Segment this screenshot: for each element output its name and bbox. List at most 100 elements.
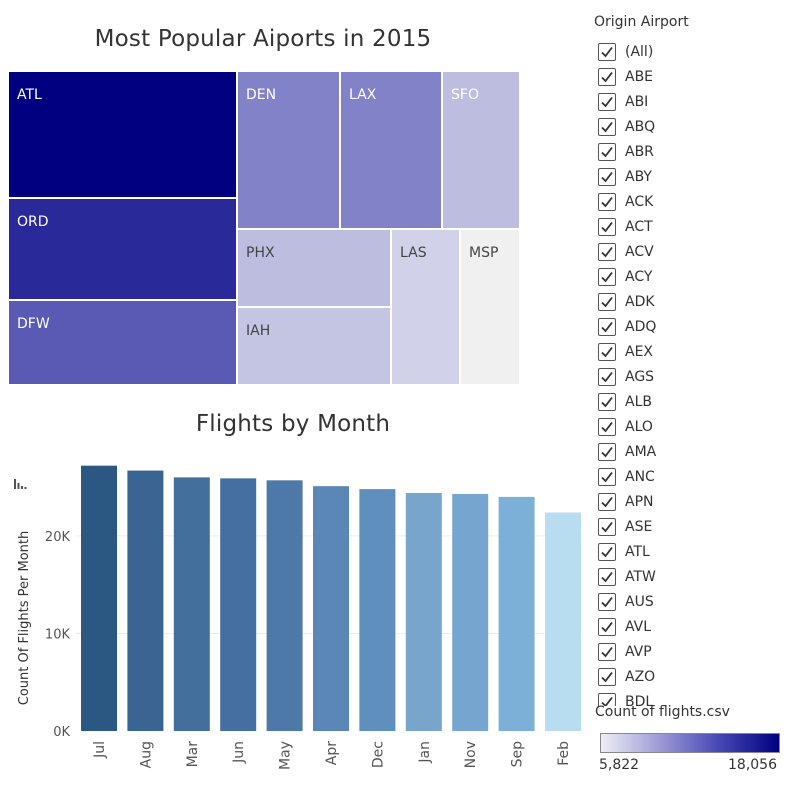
checkbox-checked-icon[interactable] bbox=[598, 42, 616, 61]
filter-item-label: ABI bbox=[625, 93, 649, 110]
tile-label: ORD bbox=[17, 214, 49, 230]
filter-item-label: AUS bbox=[625, 593, 654, 610]
checkbox-checked-icon[interactable] bbox=[598, 467, 616, 486]
bar-nov[interactable] bbox=[452, 493, 489, 731]
filter-item[interactable]: AGS bbox=[598, 364, 788, 389]
checkbox-checked-icon[interactable] bbox=[598, 317, 616, 336]
checkbox-checked-icon[interactable] bbox=[598, 592, 616, 611]
filter-item[interactable]: ADK bbox=[598, 289, 788, 314]
filter-item[interactable]: APN bbox=[598, 489, 788, 514]
bar-apr[interactable] bbox=[313, 486, 349, 731]
filter-item-label: AVP bbox=[625, 643, 652, 660]
checkbox-checked-icon[interactable] bbox=[598, 542, 616, 561]
filter-item[interactable]: ABR bbox=[598, 139, 788, 164]
filter-item[interactable]: AMA bbox=[598, 439, 788, 464]
filter-item[interactable]: ALB bbox=[598, 389, 788, 414]
tile-ord[interactable]: ORD bbox=[8, 198, 237, 300]
x-tick-label: Mar bbox=[185, 741, 201, 768]
filter-item[interactable]: AVP bbox=[598, 639, 788, 664]
filter-item[interactable]: ASE bbox=[598, 514, 788, 539]
y-axis-label: Count Of Flights Per Month bbox=[17, 531, 32, 705]
checkbox-checked-icon[interactable] bbox=[598, 142, 616, 161]
checkbox-checked-icon[interactable] bbox=[598, 242, 616, 261]
y-tick-label: 20K bbox=[45, 530, 71, 545]
checkbox-checked-icon[interactable] bbox=[598, 92, 616, 111]
filter-item-label: AEX bbox=[625, 343, 654, 360]
filter-item[interactable]: ACT bbox=[598, 214, 788, 239]
tile-label: MSP bbox=[469, 245, 499, 261]
tile-lax[interactable]: LAX bbox=[340, 71, 442, 229]
treemap-title: Most Popular Aiports in 2015 bbox=[94, 26, 432, 52]
tile-label: DFW bbox=[17, 316, 50, 332]
checkbox-checked-icon[interactable] bbox=[598, 167, 616, 186]
checkbox-checked-icon[interactable] bbox=[598, 392, 616, 411]
checkbox-checked-icon[interactable] bbox=[598, 417, 616, 436]
tile-den[interactable]: DEN bbox=[237, 71, 340, 229]
tile-msp[interactable]: MSP bbox=[460, 229, 520, 385]
filter-item[interactable]: AVL bbox=[598, 614, 788, 639]
tile-iah[interactable]: IAH bbox=[237, 307, 391, 385]
filter-item-label: ACY bbox=[625, 268, 653, 285]
checkbox-checked-icon[interactable] bbox=[598, 667, 616, 686]
checkbox-checked-icon[interactable] bbox=[598, 117, 616, 136]
filter-item[interactable]: ACY bbox=[598, 264, 788, 289]
color-legend: Count of flights.csv 5,822 18,056 bbox=[595, 704, 785, 773]
checkbox-checked-icon[interactable] bbox=[598, 292, 616, 311]
filter-item[interactable]: ABI bbox=[598, 89, 788, 114]
filter-item[interactable]: (All) bbox=[598, 39, 788, 64]
filter-item[interactable]: ABE bbox=[598, 64, 788, 89]
filter-item[interactable]: AUS bbox=[598, 589, 788, 614]
filter-item-label: BDL bbox=[625, 693, 654, 707]
filter-item[interactable]: AZO bbox=[598, 664, 788, 689]
tile-atl[interactable]: ATL bbox=[8, 71, 237, 198]
bar-may[interactable] bbox=[266, 480, 303, 731]
filter-item[interactable]: ANC bbox=[598, 464, 788, 489]
checkbox-checked-icon[interactable] bbox=[598, 517, 616, 536]
bar-jun[interactable] bbox=[220, 478, 257, 731]
tile-dfw[interactable]: DFW bbox=[8, 300, 237, 385]
bar-jan[interactable] bbox=[405, 492, 442, 731]
x-tick-label: May bbox=[278, 741, 294, 770]
checkbox-checked-icon[interactable] bbox=[598, 642, 616, 661]
filter-item[interactable]: ALO bbox=[598, 414, 788, 439]
filter-item[interactable]: BDL bbox=[598, 689, 788, 706]
y-tick-label: 10K bbox=[45, 627, 71, 642]
checkbox-checked-icon[interactable] bbox=[598, 367, 616, 386]
bar-aug[interactable] bbox=[127, 470, 164, 731]
tile-sfo[interactable]: SFO bbox=[442, 71, 520, 229]
filter-item[interactable]: ATW bbox=[598, 564, 788, 589]
legend-max-label: 18,056 bbox=[728, 757, 777, 773]
checkbox-checked-icon[interactable] bbox=[598, 567, 616, 586]
checkbox-checked-icon[interactable] bbox=[598, 692, 616, 706]
checkbox-checked-icon[interactable] bbox=[598, 342, 616, 361]
bar-feb[interactable] bbox=[545, 512, 581, 731]
checkbox-checked-icon[interactable] bbox=[598, 492, 616, 511]
bar-jul[interactable] bbox=[81, 465, 117, 731]
filter-item-label: ATW bbox=[625, 568, 656, 585]
x-tick-label: Nov bbox=[463, 741, 479, 768]
x-tick-label: Jun bbox=[231, 741, 247, 764]
bar-dec[interactable] bbox=[359, 489, 396, 731]
tile-las[interactable]: LAS bbox=[391, 229, 460, 385]
filter-item[interactable]: ATL bbox=[598, 539, 788, 564]
axis-menu-icon[interactable] bbox=[14, 479, 27, 489]
bar-mar[interactable] bbox=[173, 477, 210, 731]
checkbox-checked-icon[interactable] bbox=[598, 267, 616, 286]
tile-phx[interactable]: PHX bbox=[237, 229, 391, 307]
tile-label: LAX bbox=[349, 87, 377, 103]
filter-item-label: APN bbox=[625, 493, 654, 510]
filter-item[interactable]: ABQ bbox=[598, 114, 788, 139]
checkbox-checked-icon[interactable] bbox=[598, 217, 616, 236]
checkbox-checked-icon[interactable] bbox=[598, 192, 616, 211]
filter-list[interactable]: (All) ABE ABI ABQ ABR ABY ACK ACT ACV ACY ADK ADQ AE… bbox=[598, 39, 788, 706]
tile-label: PHX bbox=[246, 245, 275, 261]
filter-item[interactable]: AEX bbox=[598, 339, 788, 364]
checkbox-checked-icon[interactable] bbox=[598, 67, 616, 86]
checkbox-checked-icon[interactable] bbox=[598, 617, 616, 636]
filter-item[interactable]: ACK bbox=[598, 189, 788, 214]
filter-item[interactable]: ACV bbox=[598, 239, 788, 264]
bar-sep[interactable] bbox=[498, 496, 535, 731]
filter-item[interactable]: ABY bbox=[598, 164, 788, 189]
filter-item[interactable]: ADQ bbox=[598, 314, 788, 339]
checkbox-checked-icon[interactable] bbox=[598, 442, 616, 461]
